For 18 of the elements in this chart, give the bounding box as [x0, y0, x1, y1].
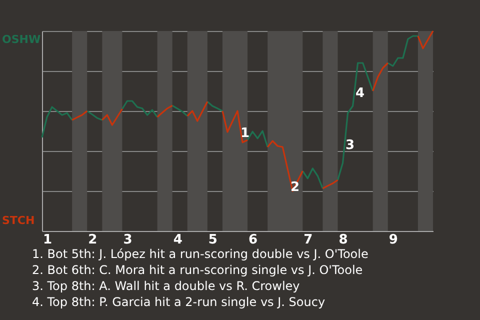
- x-tick-label: 2: [88, 232, 98, 248]
- annotation: 3: [345, 138, 355, 153]
- text: 2. Bot 6th: C. Mora hit a run-scoring single vs J. O'Toole: [32, 263, 363, 277]
- x-tick-label: 9: [388, 232, 398, 248]
- x-tick-label: 6: [248, 232, 258, 248]
- text: 4. Top 8th: P. Garcia hit a 2-run single vs J. Soucy: [32, 295, 326, 309]
- x-tick-label: 3: [123, 232, 132, 248]
- text: STCH: [2, 214, 35, 227]
- annotation: 1: [240, 126, 250, 141]
- x-tick-label: 4: [173, 232, 182, 248]
- x-tick-label: 1: [42, 232, 52, 248]
- text: OSHW: [2, 33, 41, 46]
- x-tick-label: 5: [208, 232, 218, 248]
- text: 1. Bot 5th: J. López hit a run-scoring double vs J. O'Toole: [32, 247, 368, 261]
- x-tick-label: 8: [338, 232, 348, 248]
- annotation: 4: [355, 86, 365, 101]
- x-tick-label: 7: [304, 232, 313, 248]
- text: 3. Top 8th: A. Wall hit a double vs R. Crowley: [32, 279, 300, 293]
